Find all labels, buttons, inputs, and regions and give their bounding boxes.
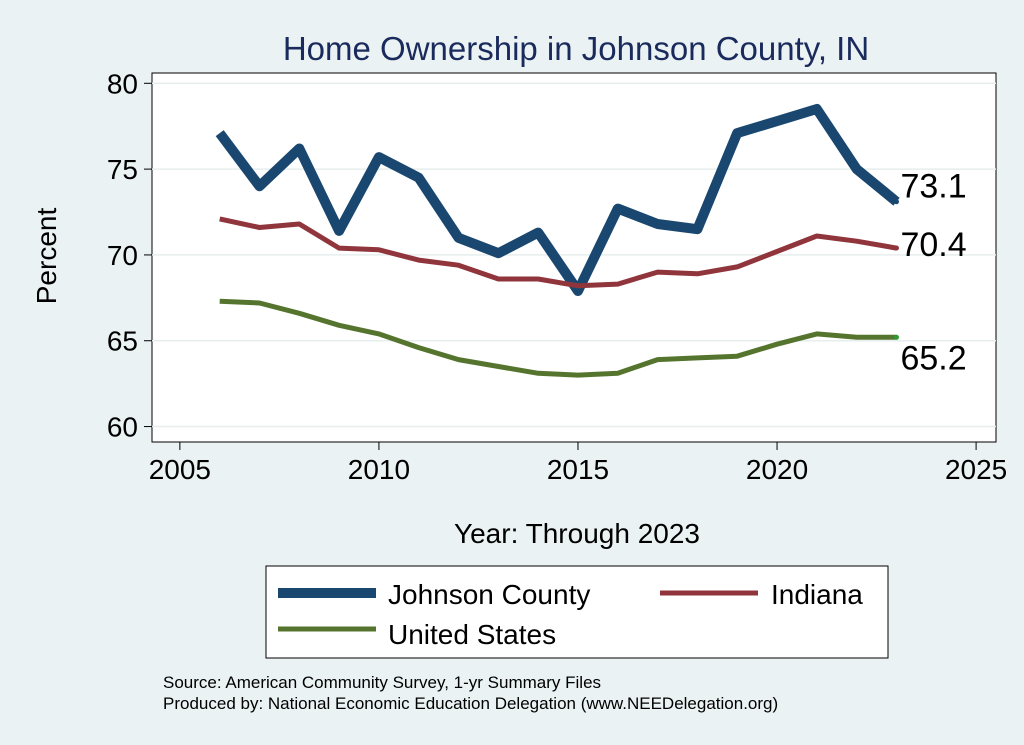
end-point-indiana <box>893 245 899 251</box>
series-line-united-states <box>219 298 897 378</box>
x-tick-label: 2020 <box>746 454 808 485</box>
x-tick-label: 2005 <box>149 454 211 485</box>
y-tick-label: 80 <box>107 68 138 99</box>
x-tick-label: 2010 <box>348 454 410 485</box>
end-point-united-states <box>893 334 899 340</box>
plot-area <box>151 72 997 443</box>
legend-label-indiana: Indiana <box>771 579 863 610</box>
x-tick-label: 2015 <box>547 454 609 485</box>
legend-label-united-states: United States <box>388 619 556 650</box>
series-line-johnson-county <box>215 104 900 296</box>
y-axis-label: Percent <box>31 208 62 305</box>
end-label-indiana: 70.4 <box>900 226 966 264</box>
y-tick-label: 60 <box>107 412 138 443</box>
y-tick-label: 65 <box>107 326 138 357</box>
legend: Johnson County Indiana United States <box>265 565 889 659</box>
legend-label-johnson-county: Johnson County <box>388 579 590 610</box>
series-lines <box>215 104 900 378</box>
end-label-johnson-county: 73.1 <box>900 168 966 206</box>
grid-lines <box>152 82 996 428</box>
x-tick-label: 2025 <box>945 454 1007 485</box>
axes: 60 65 70 75 80 2005 2010 2015 2020 2025 <box>107 68 1007 485</box>
series-line-indiana <box>219 216 897 289</box>
end-labels: 73.1 70.4 65.2 <box>900 168 966 378</box>
produced-by-note: Produced by: National Economic Education… <box>163 694 778 713</box>
y-tick-label: 75 <box>107 154 138 185</box>
end-point-johnson-county <box>893 199 899 205</box>
end-label-united-states: 65.2 <box>900 339 966 377</box>
source-note: Source: American Community Survey, 1-yr … <box>163 673 601 692</box>
x-axis-label: Year: Through 2023 <box>454 518 700 549</box>
chart-title: Home Ownership in Johnson County, IN <box>283 30 869 67</box>
y-tick-label: 70 <box>107 240 138 271</box>
legend-box <box>265 565 889 659</box>
